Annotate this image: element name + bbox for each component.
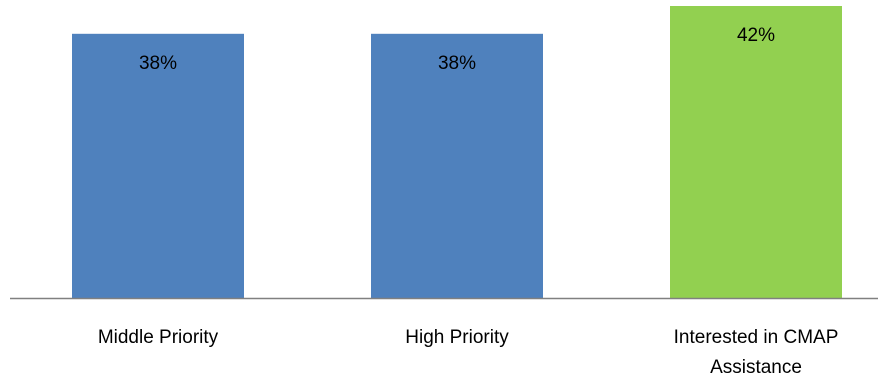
data-label-2: 38% [438, 53, 476, 74]
data-label-1: 38% [139, 53, 177, 74]
bars-group [72, 6, 842, 299]
data-labels-group: 38% 38% 42% [139, 25, 775, 74]
data-label-3: 42% [737, 25, 775, 46]
bar-3 [670, 6, 842, 298]
category-label-1: Middle Priority [98, 327, 219, 348]
bar-1 [72, 33, 244, 299]
category-label-3: Interested in CMAP Assistance [674, 327, 839, 378]
bar-2 [371, 33, 543, 299]
category-label-2: High Priority [405, 327, 509, 348]
category-labels-group: Middle Priority High Priority Interested i… [98, 327, 839, 378]
